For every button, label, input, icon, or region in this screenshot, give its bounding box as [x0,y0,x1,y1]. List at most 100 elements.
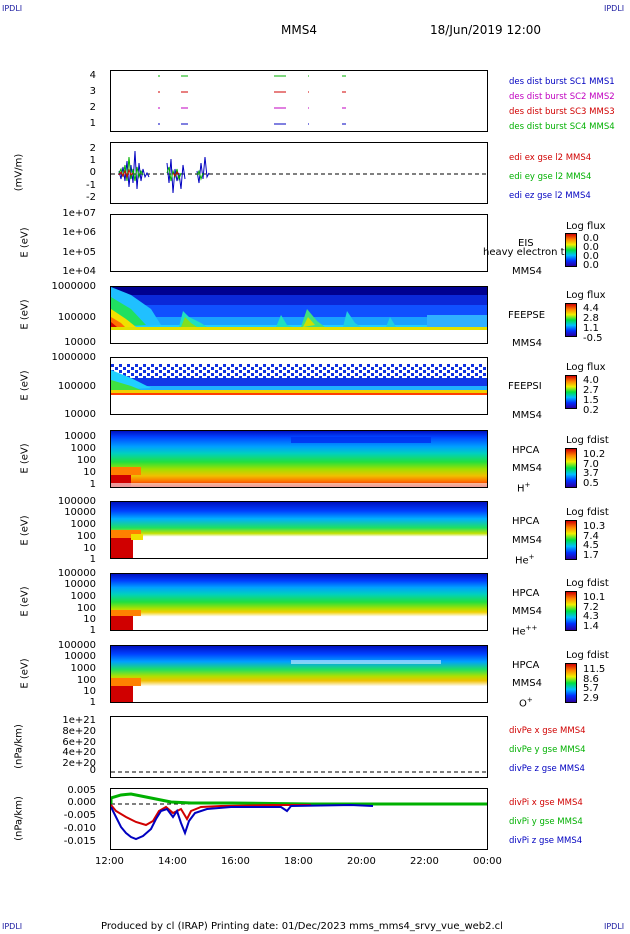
feepse-cb-tick: -0.5 [583,333,603,344]
divpe-plot [111,771,487,773]
burst-legend-sc2: des dist burst SC2 MMS2 [509,92,615,102]
divpi-ytick: 0.005 [67,785,96,796]
eis-colorbar [565,233,577,267]
divpe-panel [110,716,488,778]
burst-legend-sc3: des dist burst SC3 MMS3 [509,107,615,117]
hpca-h-instrument-label: HPCA [512,445,540,456]
x-tick-label: 22:00 [410,856,439,867]
hpca-h-ylabel: E (eV) [19,443,31,474]
edi-plot [111,150,487,194]
eis-cb-tick: 0.0 [583,251,599,262]
hpca-o-colorbar-title: Log fdist [566,650,609,661]
hpca-h-ytick: 1000 [70,443,96,454]
edi-legend-ex: edi ex gse l2 MMS4 [509,153,592,163]
burst-ytick: 4 [89,70,96,81]
hpca-h-cb-tick: 3.7 [583,468,599,479]
burst-ytick: 3 [89,86,96,97]
burst-ytick: 1 [89,118,96,129]
hpca-h-colorbar [565,448,577,488]
hpca-h-cb-tick: 10.2 [583,449,606,460]
hpca-he-ytick: 100 [76,531,96,542]
feepse-ytick: 1000000 [51,281,96,292]
hpca-h-ytick: 1 [89,479,96,490]
divpi-x-trace [110,804,311,827]
feepse-ytick: 100000 [57,312,96,323]
edi-ytick: 0 [89,167,96,178]
hpca-he-cb-tick: 10.3 [583,521,606,532]
hpca-h-ytick: 10 [83,467,96,478]
divpi-ytick: -0.015 [63,836,96,847]
feepse-cb-tick: 4.4 [583,303,599,314]
divpe-ytick: 6e+20 [62,737,96,748]
divpi-ylabel: (nPa/km) [13,796,25,841]
feepsi-colorbar [565,375,577,409]
hpca-he-species: He [515,555,529,567]
hpca-h-ytick: 100 [76,455,96,466]
datetime-title: 18/Jun/2019 12:00 [430,23,542,37]
hpca-he-ylabel: E (eV) [19,515,31,546]
hpca-o-charge: + [526,696,533,704]
divpe-ytick: 8e+20 [62,726,96,737]
eis-instrument-label: EIS [518,238,534,249]
eis-panel [110,214,488,272]
eis-overlay-label: heavy electron tof [483,247,575,258]
corner-label-tr: IPDLI [604,4,625,13]
edi-ey-trace-3 [196,169,204,181]
hpca-o-ytick: 1000 [70,663,96,674]
hpca-hepp-instrument-label: HPCA [512,588,540,599]
burst-panel [110,70,488,132]
edi-ylabel: (mV/m) [13,153,25,192]
divpe-ylabel: (nPa/km) [13,724,25,769]
feepse-ylabel: E (eV) [19,299,31,330]
eis-ytick: 1e+06 [62,227,96,238]
feepsi-cb-tick: 4.0 [583,375,599,386]
hpca-o-ytick: 10 [83,686,96,697]
feepsi-spectrogram [110,357,488,415]
hpca-he-plot [111,530,143,558]
corner-label-br: IPDLI [604,922,625,931]
hpca-hepp-spectrogram [110,573,488,631]
hpca-hepp-colorbar-title: Log fdist [566,578,609,589]
x-tick-label: 00:00 [473,856,502,867]
hpca-o-ytick: 100 [76,675,96,686]
x-tick-label: 14:00 [158,856,187,867]
edi-ytick: 2 [89,143,96,154]
hpca-hepp-cb-tick: 10.1 [583,592,606,603]
hpca-h-species: H [517,483,525,495]
hpca-h-plot [111,437,487,487]
feepsi-colorbar-title: Log flux [566,362,606,373]
hpca-he-cb-tick: 1.7 [583,550,599,561]
hpca-o-colorbar [565,663,577,703]
hpca-he-colorbar-title: Log fdist [566,507,609,518]
hpca-o-cb-tick: 11.5 [583,664,606,675]
edi-ytick: 1 [89,155,96,166]
hpca-o-ytick: 10000 [64,651,96,662]
burst-legend-sc4: des dist burst SC4 MMS4 [509,122,615,132]
feepse-spectrogram [110,286,488,344]
hpca-he-colorbar [565,520,577,560]
edi-ex-trace-2 [172,171,180,177]
hpca-hepp-species-label: He++ [512,624,537,637]
hpca-o-species-label: O+ [519,696,533,709]
hpca-o-species: O [519,698,527,710]
edi-ez-trace-2 [166,158,186,194]
burst-legend-sc1: des dist burst SC1 MMS1 [509,77,615,87]
hpca-hepp-ytick: 100 [76,603,96,614]
hpca-hepp-colorbar [565,591,577,631]
hpca-o-ytick: 1 [89,697,96,708]
eis-ytick: 1e+07 [62,208,96,219]
x-tick-label: 12:00 [95,856,124,867]
feepse-colorbar-title: Log flux [566,290,606,301]
hpca-he-instrument-label: HPCA [512,516,540,527]
feepsi-spacecraft-label: MMS4 [512,410,542,421]
feepsi-ylabel: E (eV) [19,370,31,401]
hpca-hepp-plot [111,610,141,630]
feepsi-plot [111,364,487,395]
divpi-ytick: -0.010 [63,823,96,834]
hpca-o-cb-tick: 5.7 [583,683,599,694]
divpe-ytick: 2e+20 [62,758,96,769]
edi-panel [110,142,488,204]
hpca-hepp-charge: ++ [525,624,538,632]
divpi-ytick: -0.005 [63,810,96,821]
hpca-hepp-spacecraft-label: MMS4 [512,606,542,617]
